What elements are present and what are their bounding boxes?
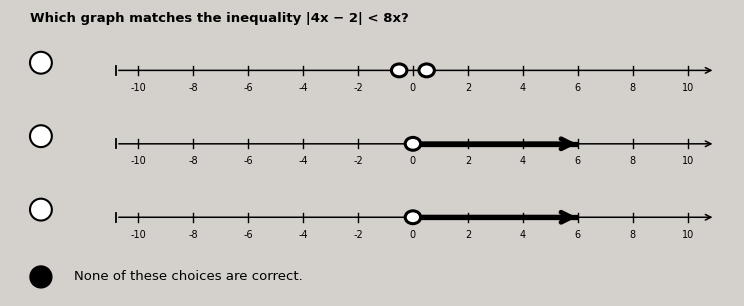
Text: 6: 6 <box>575 83 581 93</box>
Text: -6: -6 <box>243 156 253 166</box>
Circle shape <box>30 125 52 147</box>
Text: -8: -8 <box>188 83 198 93</box>
Text: 8: 8 <box>630 230 636 240</box>
Circle shape <box>30 199 52 221</box>
Text: 4: 4 <box>520 230 526 240</box>
Circle shape <box>405 211 420 224</box>
Text: -8: -8 <box>188 156 198 166</box>
Text: -2: -2 <box>353 83 363 93</box>
Text: -4: -4 <box>298 156 308 166</box>
Text: -4: -4 <box>298 230 308 240</box>
Text: 8: 8 <box>630 156 636 166</box>
Text: -10: -10 <box>130 156 146 166</box>
Text: 2: 2 <box>465 156 471 166</box>
Text: -10: -10 <box>130 83 146 93</box>
Circle shape <box>35 271 47 283</box>
Text: -2: -2 <box>353 156 363 166</box>
Text: 2: 2 <box>465 83 471 93</box>
Circle shape <box>391 64 407 77</box>
Text: -4: -4 <box>298 83 308 93</box>
Circle shape <box>419 64 434 77</box>
Circle shape <box>30 52 52 74</box>
Text: 6: 6 <box>575 230 581 240</box>
Text: None of these choices are correct.: None of these choices are correct. <box>74 271 303 283</box>
Text: 10: 10 <box>682 156 694 166</box>
Text: -10: -10 <box>130 230 146 240</box>
Text: -6: -6 <box>243 83 253 93</box>
Text: 4: 4 <box>520 83 526 93</box>
Text: 0: 0 <box>410 156 416 166</box>
Circle shape <box>30 266 52 288</box>
Text: 10: 10 <box>682 83 694 93</box>
Text: Which graph matches the inequality |4x − 2| < 8x?: Which graph matches the inequality |4x −… <box>30 12 408 25</box>
Text: 4: 4 <box>520 156 526 166</box>
Circle shape <box>405 137 420 150</box>
Text: 2: 2 <box>465 230 471 240</box>
Text: 0: 0 <box>410 230 416 240</box>
Text: 6: 6 <box>575 156 581 166</box>
Circle shape <box>34 271 48 283</box>
Text: -8: -8 <box>188 230 198 240</box>
Text: 10: 10 <box>682 230 694 240</box>
Text: 8: 8 <box>630 83 636 93</box>
Text: -6: -6 <box>243 230 253 240</box>
Text: -2: -2 <box>353 230 363 240</box>
Text: 0: 0 <box>410 83 416 93</box>
